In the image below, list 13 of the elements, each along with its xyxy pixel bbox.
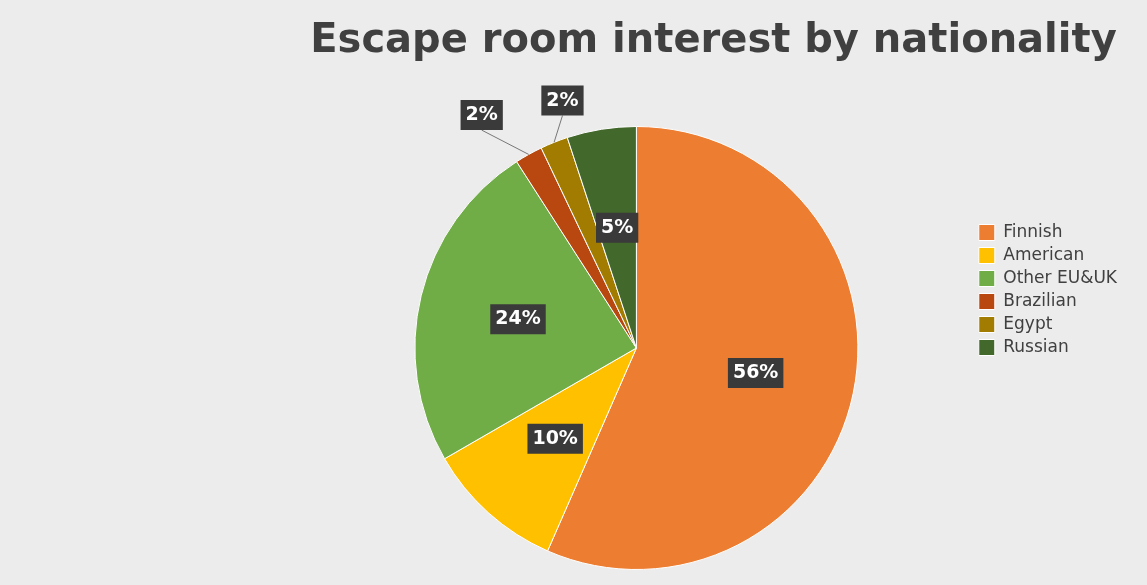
legend-label: Brazilian (1003, 289, 1077, 310)
data-label: 24% (495, 306, 541, 329)
data-label: 56% (732, 359, 779, 382)
legend-label: Other EU&UK (1003, 266, 1118, 287)
legend-label: Finnish (1003, 220, 1063, 241)
legend-label: Egypt (1003, 312, 1053, 333)
data-label: 5% (601, 214, 634, 237)
legend-label: American (1003, 243, 1085, 264)
chart-title: Escape room interest by nationality (310, 15, 1117, 62)
data-label: 2% (546, 87, 579, 110)
legend-label: Russian (1003, 335, 1069, 356)
data-label: 2% (465, 102, 498, 125)
data-label: 10% (532, 425, 578, 448)
